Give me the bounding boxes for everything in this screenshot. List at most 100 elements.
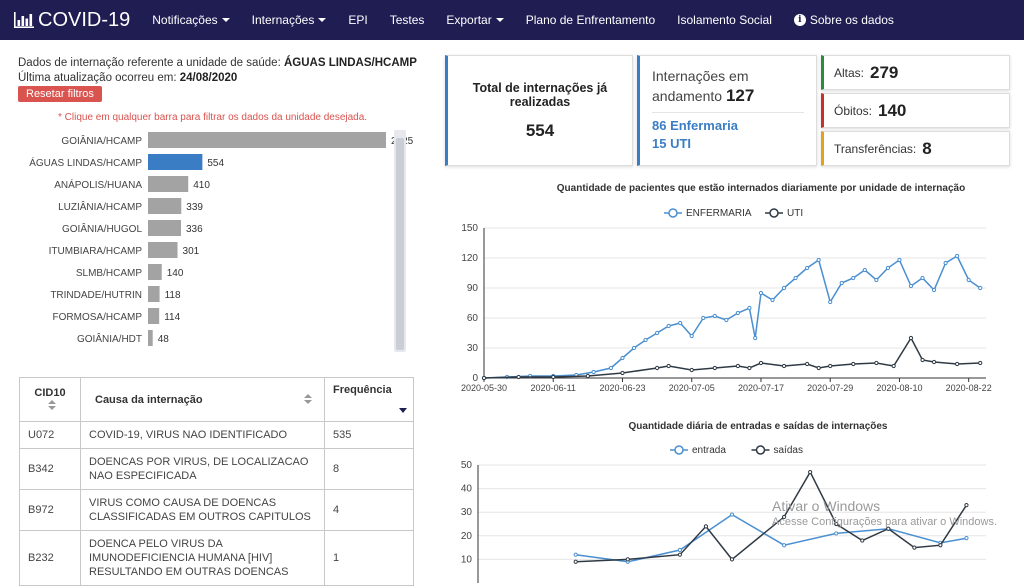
- data-point: [625, 557, 630, 562]
- data-point: [805, 265, 810, 271]
- data-point: [573, 559, 578, 564]
- nav-epi[interactable]: EPI: [348, 13, 367, 27]
- enfermaria-count: 86 Enfermaria: [652, 118, 738, 133]
- internacoes-andamento-card: Internações em andamento 127 86 Enfermar…: [637, 55, 817, 166]
- bar[interactable]: [148, 286, 160, 302]
- data-point: [678, 320, 683, 326]
- data-point: [551, 374, 556, 380]
- sort-descending-icon: [399, 408, 407, 413]
- data-point: [834, 521, 839, 527]
- nav-plano-enfrentamento[interactable]: Plano de Enfrentamento: [526, 13, 655, 27]
- bar[interactable]: [148, 176, 189, 192]
- bar-category-label: LUZIÂNIA/HCAMP: [58, 200, 142, 213]
- update-line: Última atualização ocorreu em: 24/08/202…: [18, 71, 417, 86]
- brand-title: COVID-19: [38, 8, 131, 31]
- col-header-causa[interactable]: Causa da internação: [80, 377, 325, 422]
- table-row: B232 DOENCA PELO VIRUS DA IMUNODEFICIENCI…: [19, 530, 414, 586]
- sort-icon: [304, 394, 312, 406]
- legend-label: saídas: [774, 445, 803, 456]
- unit-line: Dados de internação referente a unidade …: [18, 56, 417, 71]
- nav-notificacoes[interactable]: Notificações: [152, 13, 230, 27]
- data-point: [735, 363, 740, 369]
- bar-category-label: GOIÂNIA/HUGOL: [62, 222, 142, 235]
- nav-sobre-dados[interactable]: i Sobre os dados: [793, 13, 894, 27]
- bar[interactable]: [148, 132, 386, 148]
- legend-label: UTI: [787, 208, 803, 219]
- altas-card: Altas: 279: [821, 55, 1010, 90]
- cid-cell: B232: [19, 530, 81, 586]
- bar[interactable]: [148, 242, 178, 258]
- causa-cell: COVID-19, VIRUS NAO IDENTIFICADO: [80, 421, 325, 449]
- data-point: [747, 305, 752, 311]
- nav-isolamento-social[interactable]: Isolamento Social: [677, 13, 772, 27]
- cid-cell: U072: [19, 421, 81, 449]
- altas-label: Altas:: [834, 65, 865, 80]
- table-row: U072 COVID-19, VIRUS NAO IDENTIFICADO 535: [19, 421, 414, 449]
- bar-value-label: 554: [207, 158, 224, 169]
- andamento-value: 127: [725, 86, 755, 105]
- obitos-label: Óbitos:: [834, 103, 873, 118]
- data-point: [735, 310, 740, 316]
- unit-name: ÁGUAS LINDAS/HCAMP: [283, 57, 417, 69]
- bar[interactable]: [148, 198, 182, 214]
- nav-testes[interactable]: Testes: [390, 13, 425, 27]
- y-tick-label: 50: [461, 460, 473, 471]
- y-tick-label: 150: [461, 223, 478, 234]
- bar-category-label: ÁGUAS LINDAS/HCAMP: [29, 156, 142, 169]
- data-point: [677, 552, 682, 557]
- reset-filters-button[interactable]: Resetar filtros: [18, 86, 102, 102]
- bar[interactable]: [148, 330, 153, 346]
- windows-watermark-subtitle: Acesse Configurações para ativar o Windo…: [772, 516, 997, 528]
- data-point: [782, 543, 787, 548]
- data-point: [920, 275, 925, 281]
- header-label: CID10: [34, 387, 66, 400]
- nav-label: Sobre os dados: [809, 13, 894, 27]
- data-point: [689, 333, 694, 339]
- caret-down-icon: [495, 18, 504, 22]
- bar-value-label: 410: [193, 180, 210, 191]
- bar-value-label: 301: [183, 246, 200, 257]
- nav-exportar[interactable]: Exportar: [446, 13, 504, 27]
- data-point: [585, 373, 590, 379]
- filter-hint: * Clique em qualquer barra para filtrar …: [58, 112, 368, 123]
- table-header-row: CID10 Causa da internação Frequência: [19, 377, 414, 422]
- y-tick-label: 30: [461, 507, 473, 518]
- bar-category-label: TRINDADE/HUTRIN: [50, 290, 142, 301]
- nav-internacoes[interactable]: Internações: [252, 13, 327, 27]
- legend-label: ENFERMARIA: [686, 208, 752, 219]
- obitos-value: 140: [878, 100, 907, 120]
- bar[interactable]: [148, 264, 162, 280]
- data-point: [839, 280, 844, 286]
- nav-label: Testes: [389, 13, 425, 27]
- windows-watermark-title: Ativar o Windows: [772, 498, 881, 514]
- y-tick-label: 20: [461, 531, 473, 542]
- header-label: Causa da internação: [95, 393, 203, 406]
- chart-scrollbar-thumb[interactable]: [396, 138, 404, 350]
- freq-cell: 1: [324, 530, 414, 586]
- causa-cell: DOENCA PELO VIRUS DA IMUNODEFICIENCIA HU…: [80, 530, 325, 586]
- freq-cell: 535: [324, 421, 414, 449]
- chart-title: Quantidade de pacientes que estão intern…: [557, 183, 965, 194]
- legend-swatch-marker: [668, 208, 678, 218]
- series-line-secondary: [483, 336, 981, 379]
- transferencias-card: Transferências: 8: [821, 131, 1010, 166]
- bar-value-label: 336: [186, 224, 203, 235]
- data-point: [851, 275, 856, 281]
- brand-logo[interactable]: COVID-19: [14, 9, 130, 32]
- col-header-cid10[interactable]: CID10: [19, 377, 81, 422]
- x-tick-label: 2020-06-11: [531, 383, 576, 393]
- col-header-frequencia[interactable]: Frequência: [324, 377, 414, 422]
- data-point: [920, 357, 925, 363]
- legend-swatch-marker: [674, 445, 684, 455]
- bar[interactable]: [148, 308, 160, 324]
- bar-chart-icon: [14, 12, 34, 28]
- data-point: [816, 365, 821, 371]
- chart-title: Quantidade diária de entradas e saídas d…: [629, 421, 888, 432]
- data-point: [966, 277, 971, 283]
- bar[interactable]: [148, 154, 203, 170]
- bar[interactable]: [148, 220, 181, 236]
- y-tick-label: 60: [467, 313, 479, 324]
- update-prefix: Última atualização ocorreu em:: [18, 72, 177, 84]
- nav-label: Exportar: [446, 13, 492, 27]
- data-point: [724, 317, 729, 323]
